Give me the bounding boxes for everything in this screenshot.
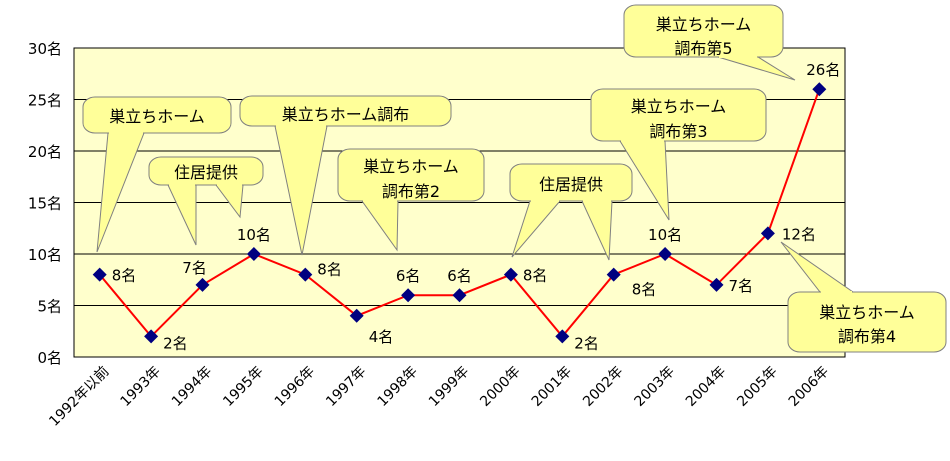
y-tick-label: 30名 xyxy=(28,40,62,58)
data-label: 12名 xyxy=(782,225,816,243)
data-label: 6名 xyxy=(447,267,472,285)
data-point xyxy=(760,226,775,241)
callout-text: 調布第3 xyxy=(649,122,707,141)
y-tick-label: 0名 xyxy=(37,349,62,367)
callout-text: 調布第5 xyxy=(674,39,732,58)
callout: 巣立ちホーム xyxy=(82,96,232,253)
x-tick-label: 2000年 xyxy=(477,364,523,410)
callout-box xyxy=(590,88,767,142)
callout-text: 巣立ちホーム調布 xyxy=(282,105,410,124)
y-tick-label: 15名 xyxy=(28,195,62,213)
data-label: 8名 xyxy=(112,267,137,285)
data-point xyxy=(298,267,313,282)
data-point xyxy=(144,329,159,344)
x-tick-label: 1994年 xyxy=(169,364,215,410)
callout-text: 巣立ちホーム xyxy=(109,107,205,126)
callout-text: 巣立ちホーム xyxy=(631,97,727,116)
callout-box xyxy=(623,4,784,58)
data-label: 10名 xyxy=(237,226,271,244)
callout: 住居提供 xyxy=(148,156,264,246)
y-tick-label: 10名 xyxy=(28,246,62,264)
callout-text: 巣立ちホーム xyxy=(363,157,459,176)
x-tick-label: 1998年 xyxy=(375,364,421,410)
x-tick-label: 1997年 xyxy=(323,364,369,410)
callout-text: 巣立ちホーム xyxy=(656,15,752,34)
data-point xyxy=(401,288,416,303)
data-label: 6名 xyxy=(396,267,421,285)
data-point xyxy=(195,277,210,292)
x-tick-label: 1999年 xyxy=(426,364,472,410)
x-tick-label: 2002年 xyxy=(580,364,626,410)
data-label: 2名 xyxy=(574,334,599,352)
x-tick-label: 2004年 xyxy=(683,364,729,410)
data-point xyxy=(555,329,570,344)
x-tick-label: 1996年 xyxy=(272,364,318,410)
callout-box xyxy=(509,163,633,202)
callout: 巣立ちホーム調布 xyxy=(239,95,452,256)
callout-box xyxy=(787,291,947,353)
callout-text: 住居提供 xyxy=(174,163,238,182)
callout-text: 住居提供 xyxy=(539,175,603,194)
y-tick-label: 5名 xyxy=(37,298,62,316)
data-point xyxy=(658,247,673,261)
callout-text: 調布第2 xyxy=(382,182,440,201)
x-tick-label: 2003年 xyxy=(632,364,678,410)
x-tick-label: 2005年 xyxy=(734,364,780,410)
data-point xyxy=(606,267,621,282)
data-label: 7名 xyxy=(182,259,207,277)
data-label: 10名 xyxy=(648,226,682,244)
data-point xyxy=(709,277,724,292)
x-tick-label: 2006年 xyxy=(786,364,832,410)
data-point xyxy=(349,308,364,323)
y-tick-label: 20名 xyxy=(28,143,62,161)
data-point xyxy=(812,82,827,97)
callout-box xyxy=(148,156,264,186)
data-label: 8名 xyxy=(523,267,548,285)
data-point xyxy=(503,267,518,282)
callout: 住居提供 xyxy=(509,163,633,261)
data-label: 7名 xyxy=(729,277,754,295)
data-label: 8名 xyxy=(317,261,342,279)
x-tick-label: 1995年 xyxy=(220,364,266,410)
data-point xyxy=(246,247,261,261)
callout-box xyxy=(82,96,232,134)
data-label: 26名 xyxy=(806,61,840,79)
data-label: 2名 xyxy=(163,334,188,352)
data-point xyxy=(452,288,467,303)
callout-box xyxy=(337,148,485,202)
x-tick-label: 2001年 xyxy=(529,364,575,410)
x-tick-label: 1993年 xyxy=(118,364,164,410)
data-point xyxy=(92,267,107,282)
data-label: 8名 xyxy=(632,281,657,299)
callout-text: 調布第4 xyxy=(838,327,896,346)
x-tick-label: 1992年以前 xyxy=(46,363,113,430)
y-tick-label: 25名 xyxy=(28,92,62,110)
callout-box xyxy=(239,95,452,127)
callout-text: 巣立ちホーム xyxy=(819,303,915,322)
data-label: 4名 xyxy=(369,328,394,346)
